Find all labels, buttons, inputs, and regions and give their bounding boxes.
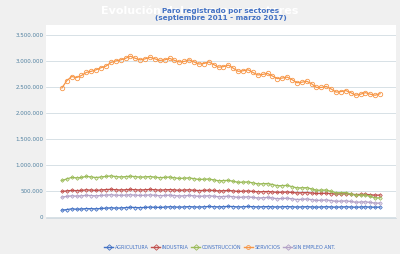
Text: Evolución del paro por sectores: Evolución del paro por sectores [101, 6, 299, 16]
Title: Paro registrado por sectores
(septiembre 2011 - marzo 2017): Paro registrado por sectores (septiembre… [155, 8, 287, 21]
Legend: AGRICULTURA, INDUSTRIA, CONSTRUCCIÓN, SERVICIOS, SIN EMPLEO ANT.: AGRICULTURA, INDUSTRIA, CONSTRUCCIÓN, SE… [102, 243, 338, 251]
